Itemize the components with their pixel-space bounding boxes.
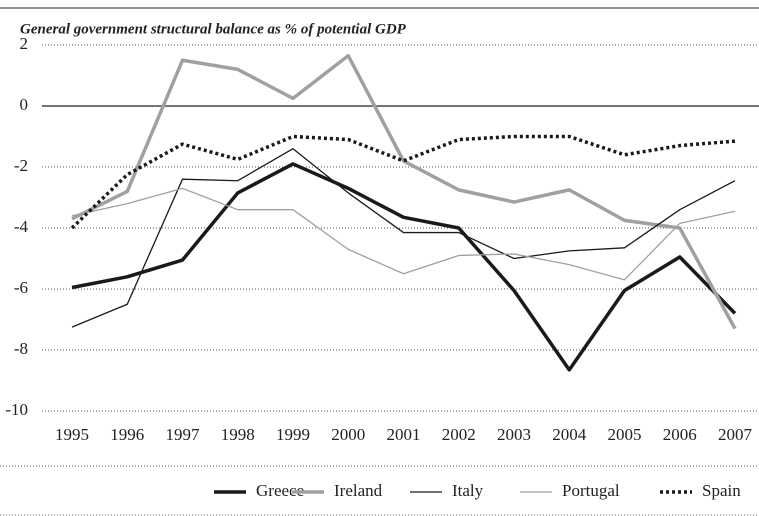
series-line xyxy=(70,134,736,230)
y-tick-label: 0 xyxy=(20,95,29,114)
series-line xyxy=(71,53,737,330)
y-tick-label: -8 xyxy=(14,339,28,358)
x-tick-label: 2001 xyxy=(387,425,421,444)
legend-label: Italy xyxy=(452,481,484,500)
legend-label: Greece xyxy=(256,481,304,500)
x-tick-label: 1998 xyxy=(221,425,255,444)
x-tick-label: 2003 xyxy=(497,425,531,444)
chart-title: General government structural balance as… xyxy=(20,21,407,37)
x-tick-label: 2006 xyxy=(663,425,697,444)
x-tick-label: 2004 xyxy=(552,425,587,444)
y-tick-label: -6 xyxy=(14,278,28,297)
x-tick-label: 2007 xyxy=(718,425,753,444)
y-tick-label: -10 xyxy=(5,400,28,419)
x-tick-label: 1995 xyxy=(55,425,89,444)
x-tick-label: 2005 xyxy=(608,425,642,444)
y-tick-label: 2 xyxy=(20,34,29,53)
legend-label: Ireland xyxy=(334,481,383,500)
series-line xyxy=(71,148,736,328)
y-tick-label: -2 xyxy=(14,156,28,175)
series-line xyxy=(71,187,736,281)
x-tick-label: 2002 xyxy=(442,425,476,444)
series-line xyxy=(71,162,737,372)
x-tick-label: 2000 xyxy=(331,425,365,444)
legend-label: Spain xyxy=(702,481,741,500)
x-tick-label: 1997 xyxy=(166,425,201,444)
y-tick-label: -4 xyxy=(14,217,29,236)
x-tick-label: 1999 xyxy=(276,425,310,444)
legend-label: Portugal xyxy=(562,481,620,500)
x-tick-label: 1996 xyxy=(110,425,144,444)
